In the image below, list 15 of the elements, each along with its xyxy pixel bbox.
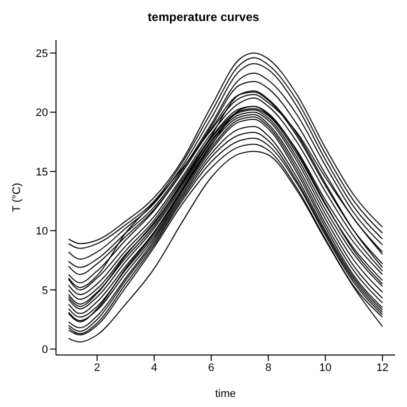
y-tick-label: 25 xyxy=(36,48,48,60)
y-tick-label: 0 xyxy=(42,344,48,356)
x-tick-label: 2 xyxy=(94,362,100,374)
x-axis-title: time xyxy=(215,388,236,400)
y-tick-label: 5 xyxy=(42,284,48,297)
y-tick-label: 10 xyxy=(36,226,48,238)
x-tick-label: 12 xyxy=(376,362,389,374)
x-tick-label: 4 xyxy=(151,362,158,374)
y-axis-title: T (°C) xyxy=(10,182,23,212)
x-tick-label: 8 xyxy=(265,362,272,374)
x-tick-label: 6 xyxy=(208,362,214,374)
chart-title: temperature curves xyxy=(146,9,260,26)
y-tick-label: 15 xyxy=(36,166,48,178)
y-tick-label: 20 xyxy=(36,107,48,120)
x-tick-label: 10 xyxy=(319,362,332,374)
